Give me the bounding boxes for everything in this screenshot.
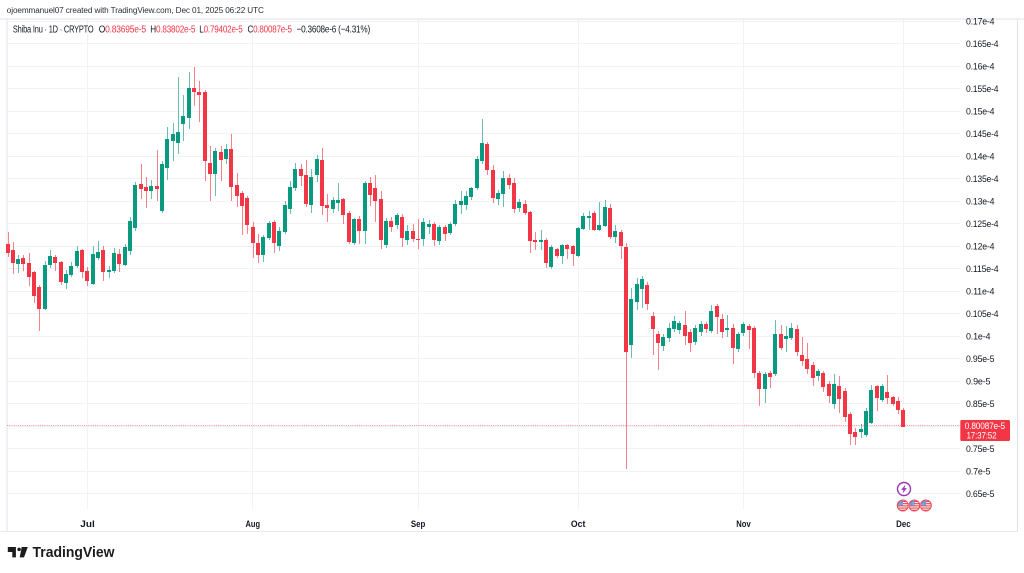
svg-text:H0.83802e-5: H0.83802e-5 — [150, 25, 195, 36]
svg-text:O0.83695e-5: O0.83695e-5 — [99, 25, 147, 36]
svg-text:17:37:52: 17:37:52 — [967, 431, 997, 441]
svg-text:0.155e-4: 0.155e-4 — [966, 84, 999, 94]
svg-text:0.75e-5: 0.75e-5 — [966, 444, 994, 454]
svg-text:Jul: Jul — [80, 519, 95, 529]
svg-text:TradingView: TradingView — [33, 544, 115, 561]
svg-text:0.105e-4: 0.105e-4 — [966, 309, 999, 319]
svg-text:0.85e-5: 0.85e-5 — [966, 399, 994, 409]
svg-text:Sep: Sep — [411, 519, 426, 529]
svg-text:0.125e-4: 0.125e-4 — [966, 219, 999, 229]
svg-text:Oct: Oct — [571, 519, 586, 529]
svg-text:Aug: Aug — [246, 519, 261, 529]
svg-text:0.13e-4: 0.13e-4 — [966, 197, 994, 207]
svg-text:0.95e-5: 0.95e-5 — [966, 354, 994, 364]
svg-text:0.16e-4: 0.16e-4 — [966, 62, 994, 72]
svg-text:L0.79402e-5: L0.79402e-5 — [199, 25, 243, 36]
svg-text:0.65e-5: 0.65e-5 — [966, 489, 994, 499]
svg-text:0.165e-4: 0.165e-4 — [966, 39, 999, 49]
svg-text:−0.3608e-6 (−4.31%): −0.3608e-6 (−4.31%) — [297, 25, 371, 36]
svg-text:ojoemmanuel07 created with Tra: ojoemmanuel07 created with TradingView.c… — [7, 6, 264, 15]
svg-text:0.14e-4: 0.14e-4 — [966, 152, 994, 162]
svg-text:0.135e-4: 0.135e-4 — [966, 174, 999, 184]
svg-text:0.17e-4: 0.17e-4 — [966, 17, 994, 27]
svg-text:C0.80087e-5: C0.80087e-5 — [248, 25, 293, 36]
svg-text:0.15e-4: 0.15e-4 — [966, 107, 994, 117]
svg-text:0.11e-4: 0.11e-4 — [966, 287, 994, 297]
svg-text:0.145e-4: 0.145e-4 — [966, 129, 999, 139]
svg-text:0.115e-4: 0.115e-4 — [966, 264, 999, 274]
svg-text:0.9e-5: 0.9e-5 — [966, 376, 990, 386]
svg-text:Dec: Dec — [896, 519, 911, 529]
svg-text:Shiba Inu · 1D · CRYPTO: Shiba Inu · 1D · CRYPTO — [13, 25, 94, 36]
svg-text:0.1e-4: 0.1e-4 — [966, 331, 990, 341]
svg-text:0.7e-5: 0.7e-5 — [966, 466, 990, 476]
svg-text:0.80087e-5: 0.80087e-5 — [965, 421, 1005, 431]
svg-text:Nov: Nov — [736, 519, 751, 529]
svg-text:0.12e-4: 0.12e-4 — [966, 242, 994, 252]
